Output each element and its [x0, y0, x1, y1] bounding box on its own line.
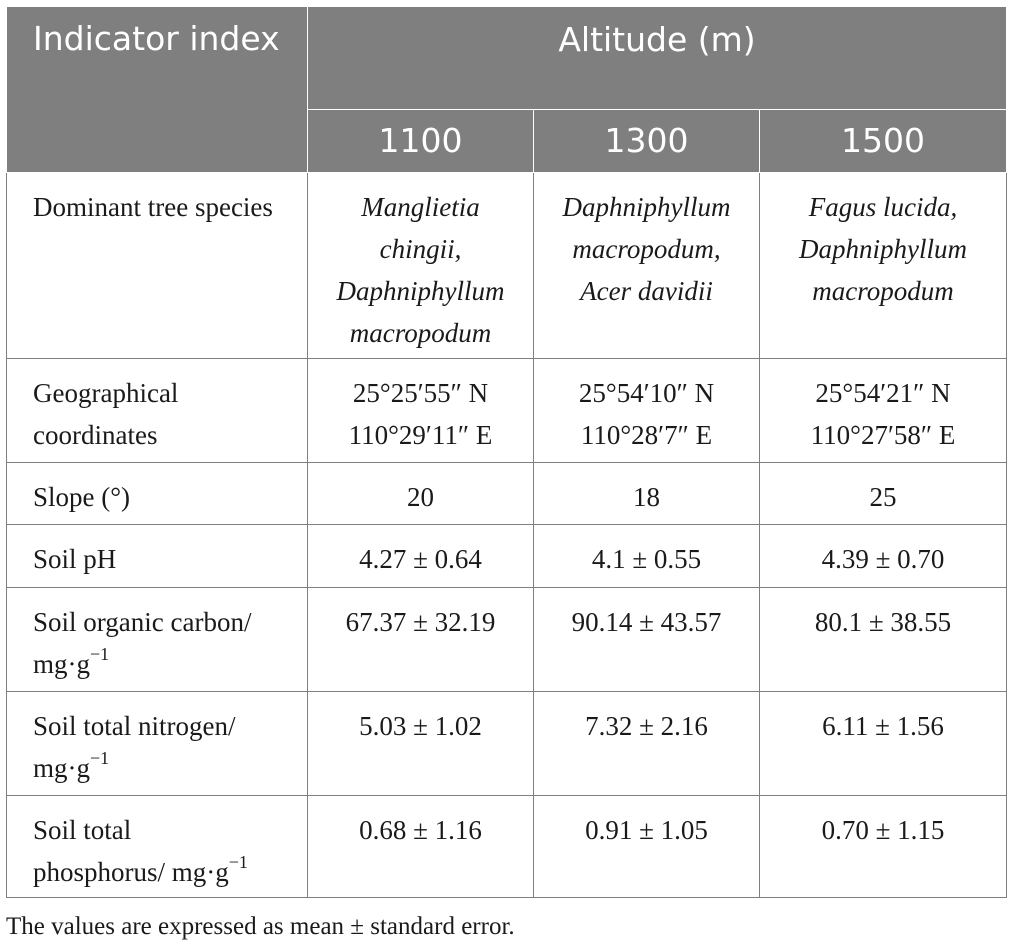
species-1100: Manglietia chingii, Daphniphyllum macrop…: [307, 172, 534, 359]
organic-carbon-1100: 67.37 ± 32.19: [307, 587, 534, 692]
unit-base: mg·g: [33, 753, 90, 783]
altitude-1500-header: 1500: [758, 109, 1008, 173]
total-nitrogen-unit: mg·g−1: [33, 747, 287, 789]
slope-1100: 20: [307, 462, 534, 525]
unit-base: phosphorus/ mg·g: [33, 857, 229, 887]
row-label-slope: Slope (°): [6, 462, 308, 525]
species-1500-line: Fagus lucida,: [808, 192, 958, 222]
total-phosphorus-1300: 0.91 ± 1.05: [533, 795, 760, 898]
table-row-species: Dominant tree species Manglietia chingii…: [6, 172, 1008, 359]
coords-1500: 25°54′21″ N 110°27′58″ E: [758, 358, 1008, 463]
coords-1500-lon: 110°27′58″ E: [810, 420, 956, 450]
slope-1500: 25: [758, 462, 1008, 525]
total-phosphorus-label-line2: phosphorus/ mg·g−1: [33, 851, 287, 893]
table-row-coordinates: Geographical coordinates 25°25′55″ N 110…: [6, 358, 1008, 463]
species-1300-line: Acer davidii: [580, 276, 713, 306]
slope-1300: 18: [533, 462, 760, 525]
total-nitrogen-1100: 5.03 ± 1.02: [307, 691, 534, 796]
indicator-index-header: Indicator index: [6, 6, 308, 173]
coords-1100: 25°25′55″ N 110°29′11″ E: [307, 358, 534, 463]
row-label-organic-carbon: Soil organic carbon/ mg·g−1: [6, 587, 308, 692]
species-1500-line: macropodum: [812, 276, 954, 306]
row-label-ph: Soil pH: [6, 524, 308, 588]
row-label-species: Dominant tree species: [6, 172, 308, 359]
table-row-slope: Slope (°) 20 18 25: [6, 462, 1008, 525]
organic-carbon-1500: 80.1 ± 38.55: [758, 587, 1008, 692]
organic-carbon-label: Soil organic carbon/: [33, 607, 252, 637]
total-phosphorus-1500: 0.70 ± 1.15: [758, 795, 1008, 898]
coords-1300-lat: 25°54′10″ N: [578, 378, 715, 408]
species-1100-line: Daphniphyllum: [336, 276, 505, 306]
species-1300: Daphniphyllum macropodum, Acer davidii: [533, 172, 760, 359]
total-phosphorus-1100: 0.68 ± 1.16: [307, 795, 534, 898]
organic-carbon-1300: 90.14 ± 43.57: [533, 587, 760, 692]
table-footnote: The values are expressed as mean ± stand…: [6, 913, 515, 940]
species-1300-line: Daphniphyllum: [562, 192, 731, 222]
unit-exponent: −1: [90, 748, 110, 768]
ph-1500: 4.39 ± 0.70: [758, 524, 1008, 588]
species-1300-line: macropodum,: [572, 234, 721, 264]
altitude-header: Altitude (m): [306, 6, 1008, 110]
total-phosphorus-label-line1: Soil total: [33, 815, 132, 845]
table-row-ph: Soil pH 4.27 ± 0.64 4.1 ± 0.55 4.39 ± 0.…: [6, 524, 1008, 588]
total-nitrogen-label: Soil total nitrogen/: [33, 711, 236, 741]
ph-1100: 4.27 ± 0.64: [307, 524, 534, 588]
coords-1500-lat: 25°54′21″ N: [815, 378, 951, 408]
unit-exponent: −1: [228, 852, 248, 872]
ph-1300: 4.1 ± 0.55: [533, 524, 760, 588]
row-label-total-nitrogen: Soil total nitrogen/ mg·g−1: [6, 691, 308, 796]
row-label-total-phosphorus: Soil total phosphorus/ mg·g−1: [6, 795, 308, 898]
coords-1100-lat: 25°25′55″ N: [352, 378, 489, 408]
species-1500: Fagus lucida, Daphniphyllum macropodum: [758, 172, 1008, 359]
header-row-1: Indicator index Altitude (m): [6, 6, 1008, 173]
species-1100-line: chingii,: [379, 234, 462, 264]
site-characteristics-table: Indicator index Altitude (m) 1100 1300 1…: [6, 6, 1008, 898]
unit-exponent: −1: [90, 644, 110, 664]
total-nitrogen-1500: 6.11 ± 1.56: [758, 691, 1008, 796]
altitude-1300-header: 1300: [533, 109, 760, 173]
organic-carbon-unit: mg·g−1: [33, 643, 287, 685]
table-row-total-nitrogen: Soil total nitrogen/ mg·g−1 5.03 ± 1.02 …: [6, 691, 1008, 796]
table-row-total-phosphorus: Soil total phosphorus/ mg·g−1 0.68 ± 1.1…: [6, 795, 1008, 898]
species-1100-line: macropodum: [349, 318, 492, 348]
total-nitrogen-1300: 7.32 ± 2.16: [533, 691, 760, 796]
species-1100-line: Manglietia: [361, 192, 480, 222]
coords-1100-lon: 110°29′11″ E: [348, 420, 493, 450]
header-row-2: 1100 1300 1500: [7, 109, 1008, 173]
row-label-coordinates: Geographical coordinates: [6, 358, 308, 463]
species-1500-line: Daphniphyllum: [799, 234, 967, 264]
table-row-organic-carbon: Soil organic carbon/ mg·g−1 67.37 ± 32.1…: [6, 587, 1008, 692]
coords-1300: 25°54′10″ N 110°28′7″ E: [533, 358, 760, 463]
unit-base: mg·g: [33, 649, 90, 679]
coords-1300-lon: 110°28′7″ E: [580, 420, 713, 450]
altitude-1100-header: 1100: [307, 109, 534, 173]
